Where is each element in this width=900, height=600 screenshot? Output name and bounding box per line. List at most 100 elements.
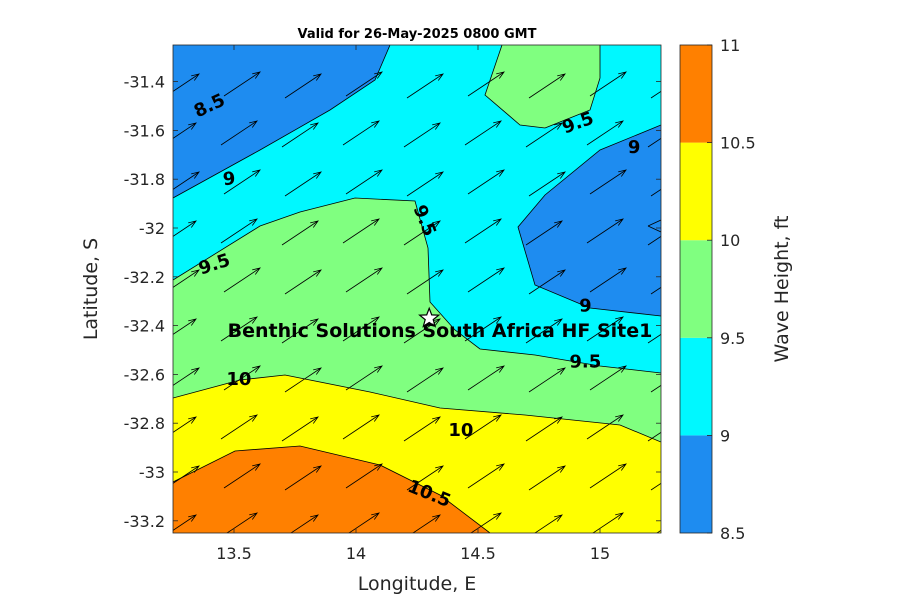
colorbar-segment bbox=[680, 45, 712, 143]
arrow-icon bbox=[586, 316, 624, 342]
arrow-icon bbox=[284, 465, 322, 491]
arrow-icon bbox=[528, 367, 566, 393]
arrow-icon bbox=[342, 414, 380, 440]
contour-label: 9.5 bbox=[569, 352, 601, 373]
arrow-icon bbox=[173, 171, 200, 190]
arrow-icon bbox=[220, 120, 258, 146]
arrow-icon bbox=[647, 333, 661, 344]
colorbar-segment bbox=[680, 435, 712, 533]
arrow-icon bbox=[470, 512, 502, 533]
arrow-icon bbox=[467, 169, 505, 195]
arrow-icon bbox=[345, 267, 383, 293]
contour-label: 9 bbox=[628, 137, 641, 158]
y-axis-label: Latitude, S bbox=[80, 238, 102, 340]
arrow-icon bbox=[528, 73, 566, 99]
x-tick-label: 14.5 bbox=[460, 544, 496, 563]
contour-label: 10 bbox=[226, 369, 251, 390]
arrow-icon bbox=[403, 220, 441, 246]
arrow-icon bbox=[345, 71, 383, 97]
arrow-icon bbox=[220, 414, 258, 440]
y-tick-label: -33 bbox=[139, 463, 165, 482]
arrow-icon bbox=[525, 122, 563, 148]
arrow-icon bbox=[173, 269, 200, 288]
arrow-icon bbox=[464, 316, 502, 342]
arrow-icon bbox=[650, 90, 661, 99]
arrow-icon bbox=[226, 512, 258, 533]
y-axis-ticks: -31.4 -31.6 -31.8 -32 -32.2 -32.4 -32.6 -32.8 -3… bbox=[124, 73, 661, 531]
arrow-icon bbox=[589, 169, 627, 195]
arrow-icon bbox=[284, 171, 322, 197]
colorbar: 8.5 9 9.5 10 10.5 11 bbox=[679, 36, 756, 543]
colorbar-segment bbox=[680, 240, 712, 338]
x-tick-label: 15 bbox=[590, 544, 610, 563]
arrow-icon bbox=[589, 365, 627, 391]
arrow-icon bbox=[464, 218, 502, 244]
y-tick-label: -33.2 bbox=[124, 512, 165, 531]
plot-frame bbox=[172, 44, 662, 534]
arrow-icon bbox=[281, 318, 319, 344]
colorbar-tick-label: 8.5 bbox=[720, 524, 745, 543]
arrow-icon bbox=[467, 71, 505, 97]
arrow-icon bbox=[406, 269, 444, 295]
colorbar-tick-label: 10 bbox=[720, 231, 740, 250]
arrow-icon bbox=[406, 465, 444, 491]
site-label: Benthic Solutions South Africa HF Site1 bbox=[228, 320, 653, 342]
arrow-icon bbox=[403, 416, 441, 442]
arrow-icon bbox=[290, 514, 319, 533]
arrow-icon bbox=[589, 71, 627, 97]
arrow-icon bbox=[223, 365, 261, 391]
arrow-icon bbox=[647, 137, 661, 148]
arrow-icon bbox=[647, 431, 661, 442]
y-tick-label: -32.4 bbox=[124, 317, 165, 336]
arrow-icon bbox=[173, 367, 200, 386]
arrow-icon bbox=[223, 463, 261, 489]
arrow-icon bbox=[173, 416, 197, 433]
arrow-icon bbox=[220, 218, 258, 244]
arrow-icon bbox=[650, 286, 661, 295]
arrow-icon bbox=[173, 465, 200, 484]
arrow-icon bbox=[525, 416, 563, 442]
arrow-icon bbox=[467, 365, 505, 391]
arrow-icon bbox=[647, 235, 661, 246]
arrow-icon bbox=[223, 169, 261, 195]
arrow-icon bbox=[528, 269, 566, 295]
arrow-icon bbox=[173, 514, 197, 531]
arrow-icon bbox=[590, 562, 626, 586]
arrow-icon bbox=[345, 169, 383, 195]
site-marker-group: Benthic Solutions South Africa HF Site1 bbox=[228, 306, 653, 342]
y-tick-label: -31.6 bbox=[124, 121, 165, 140]
arrow-icon bbox=[281, 416, 319, 442]
arrow-icon bbox=[223, 267, 261, 293]
arrow-icon bbox=[342, 218, 380, 244]
arrow-icon bbox=[173, 73, 200, 92]
arrow-icon bbox=[586, 120, 624, 146]
arrow-icon bbox=[650, 188, 661, 197]
y-tick-label: -32 bbox=[139, 219, 165, 238]
region-level-8-5-west bbox=[173, 45, 390, 198]
arrow-icon bbox=[173, 220, 197, 237]
y-tick-label: -31.4 bbox=[124, 73, 165, 92]
arrow-icon bbox=[412, 514, 441, 533]
arrow-icon bbox=[464, 120, 502, 146]
y-tick-label: -32.2 bbox=[124, 268, 165, 287]
arrow-icon bbox=[525, 220, 563, 246]
arrow-icon bbox=[284, 73, 322, 99]
arrow-icon bbox=[281, 122, 319, 148]
arrow-icon bbox=[173, 122, 197, 139]
colorbar-segment bbox=[680, 337, 712, 436]
arrow-icon bbox=[220, 316, 258, 342]
arrow-icon bbox=[467, 267, 505, 293]
contour-label: 9 bbox=[222, 168, 236, 190]
arrow-icon bbox=[406, 367, 444, 393]
arrow-icon bbox=[348, 512, 380, 533]
site-star-icon bbox=[418, 306, 441, 328]
arrow-icon bbox=[342, 316, 380, 342]
arrow-icon bbox=[650, 482, 661, 491]
colorbar-frame bbox=[679, 44, 713, 534]
arrow-icon bbox=[467, 463, 505, 489]
arrow-icon bbox=[592, 512, 624, 533]
colorbar-label: Wave Height, ft bbox=[771, 216, 793, 363]
